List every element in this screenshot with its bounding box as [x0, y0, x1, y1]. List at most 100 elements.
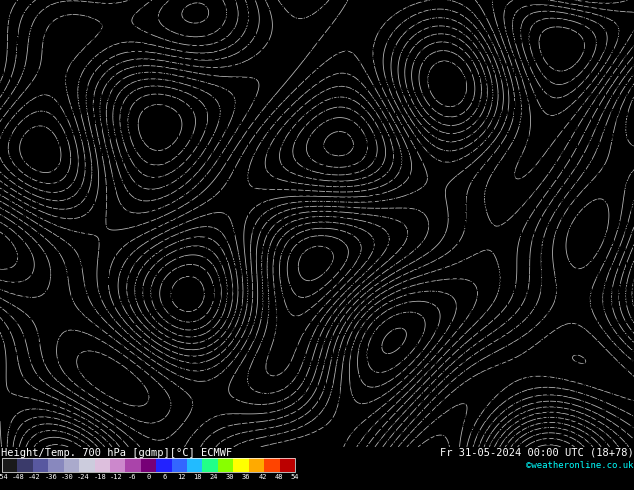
Text: 9: 9: [308, 390, 313, 399]
Text: 4: 4: [371, 406, 375, 415]
Text: 4: 4: [231, 29, 236, 38]
Text: 6: 6: [616, 398, 621, 407]
Text: 6: 6: [378, 157, 383, 166]
Text: 9: 9: [497, 125, 501, 134]
Text: 1: 1: [91, 414, 96, 423]
Text: 2: 2: [196, 270, 200, 278]
Text: 2: 2: [126, 245, 131, 254]
Text: 5: 5: [294, 214, 299, 222]
Text: 1: 1: [182, 101, 186, 110]
Text: 3: 3: [630, 262, 634, 270]
Text: +: +: [224, 157, 229, 166]
Text: +: +: [343, 141, 347, 150]
Text: 7: 7: [518, 326, 522, 335]
Text: 1: 1: [448, 109, 453, 118]
Text: 5: 5: [343, 173, 347, 182]
Text: 4: 4: [343, 438, 347, 447]
Text: +: +: [105, 286, 110, 294]
Text: 5: 5: [273, 157, 278, 166]
Text: 2: 2: [308, 221, 313, 230]
Text: 8: 8: [0, 0, 4, 6]
Text: 1: 1: [210, 286, 215, 294]
Text: 8: 8: [539, 270, 543, 278]
Text: 1: 1: [77, 406, 82, 415]
Text: 9: 9: [182, 318, 186, 327]
Text: +: +: [406, 125, 411, 134]
Text: 3: 3: [385, 286, 390, 294]
Text: +: +: [70, 438, 75, 447]
Text: 1: 1: [378, 0, 383, 6]
Text: 1: 1: [308, 69, 313, 78]
Text: 1: 1: [231, 165, 236, 174]
Text: 5: 5: [280, 438, 285, 447]
Text: 2: 2: [245, 294, 250, 303]
Text: 1: 1: [441, 358, 446, 367]
Text: +: +: [21, 0, 25, 6]
Text: 9: 9: [217, 302, 222, 311]
Text: 9: 9: [364, 149, 368, 158]
Text: +: +: [364, 45, 368, 54]
Text: 3: 3: [497, 173, 501, 182]
Text: 6: 6: [483, 45, 488, 54]
Text: 9: 9: [357, 149, 361, 158]
Text: 3: 3: [112, 438, 117, 447]
Text: 5: 5: [259, 334, 264, 343]
Text: 9: 9: [63, 221, 68, 230]
Text: 4: 4: [84, 374, 89, 383]
Text: +: +: [385, 270, 390, 278]
Text: 3: 3: [259, 141, 264, 150]
Text: 8: 8: [245, 69, 250, 78]
Text: 7: 7: [294, 0, 299, 6]
Text: 4: 4: [7, 101, 11, 110]
Text: 3: 3: [126, 382, 131, 391]
Text: 5: 5: [28, 414, 32, 423]
Text: 5: 5: [532, 101, 536, 110]
Text: 1: 1: [553, 37, 558, 46]
Text: 5: 5: [322, 438, 327, 447]
Text: +: +: [623, 318, 628, 327]
Text: 5: 5: [196, 149, 200, 158]
Text: 1: 1: [329, 53, 333, 62]
Text: 7: 7: [371, 117, 375, 126]
Text: 4: 4: [406, 277, 411, 287]
Text: 2: 2: [623, 302, 628, 311]
Text: 6: 6: [126, 342, 131, 351]
Text: 4: 4: [266, 149, 271, 158]
Text: 6: 6: [28, 93, 32, 102]
Text: 2: 2: [0, 93, 4, 102]
Bar: [17, 458, 33, 472]
Text: 9: 9: [441, 205, 446, 215]
Text: 1: 1: [532, 205, 536, 215]
Text: 3: 3: [77, 0, 82, 6]
Text: 3: 3: [462, 117, 467, 126]
Text: 2: 2: [413, 69, 418, 78]
Text: 5: 5: [567, 101, 572, 110]
Text: 6: 6: [413, 21, 418, 30]
Text: 3: 3: [448, 414, 453, 423]
Text: 1: 1: [0, 253, 4, 263]
Text: +: +: [448, 181, 453, 191]
Text: 8: 8: [539, 245, 543, 254]
Text: 6: 6: [602, 165, 607, 174]
Text: +: +: [196, 358, 200, 367]
Text: 9: 9: [245, 326, 250, 335]
Text: 1: 1: [294, 294, 299, 303]
Text: 6: 6: [14, 109, 18, 118]
Text: 5: 5: [35, 181, 39, 191]
Text: 2: 2: [224, 190, 229, 198]
Text: 4: 4: [581, 342, 586, 351]
Text: 2: 2: [546, 438, 550, 447]
Text: 6: 6: [28, 101, 32, 110]
Text: 1: 1: [126, 229, 131, 239]
Text: 3: 3: [252, 157, 257, 166]
Text: 2: 2: [168, 149, 172, 158]
Text: 6: 6: [308, 205, 313, 215]
Text: 1: 1: [287, 85, 292, 94]
Text: 1: 1: [490, 318, 495, 327]
Text: 8: 8: [462, 358, 467, 367]
Text: 7: 7: [203, 398, 207, 407]
Text: 7: 7: [210, 382, 215, 391]
Text: 8: 8: [35, 214, 39, 222]
Text: 8: 8: [126, 422, 131, 431]
Text: 1: 1: [371, 5, 375, 14]
